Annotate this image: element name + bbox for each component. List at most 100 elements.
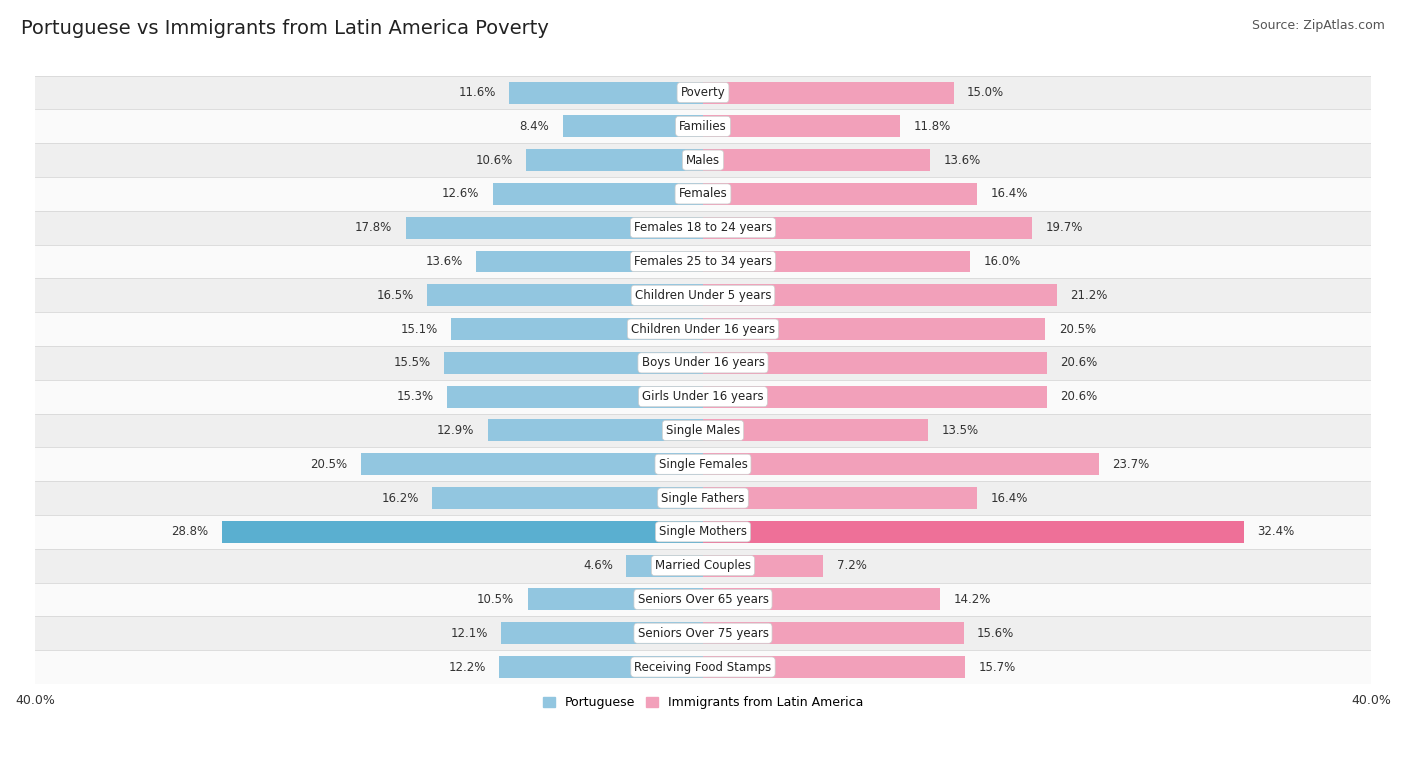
Bar: [406, 217, 703, 239]
Bar: [703, 487, 977, 509]
Bar: [475, 250, 703, 272]
Bar: [35, 447, 1371, 481]
Text: Single Females: Single Females: [658, 458, 748, 471]
Bar: [433, 487, 703, 509]
Text: Families: Families: [679, 120, 727, 133]
Bar: [703, 149, 931, 171]
Bar: [703, 453, 1099, 475]
Bar: [222, 521, 703, 543]
Bar: [35, 312, 1371, 346]
Text: 20.5%: 20.5%: [1059, 323, 1095, 336]
Bar: [501, 622, 703, 644]
Text: Seniors Over 75 years: Seniors Over 75 years: [637, 627, 769, 640]
Bar: [35, 211, 1371, 245]
Bar: [35, 245, 1371, 278]
Bar: [703, 318, 1046, 340]
Text: 16.5%: 16.5%: [377, 289, 413, 302]
Text: 12.9%: 12.9%: [437, 424, 474, 437]
Text: Females 18 to 24 years: Females 18 to 24 years: [634, 221, 772, 234]
Bar: [499, 656, 703, 678]
Bar: [451, 318, 703, 340]
Text: 4.6%: 4.6%: [583, 559, 613, 572]
Text: 13.5%: 13.5%: [942, 424, 979, 437]
Bar: [703, 656, 965, 678]
Bar: [703, 284, 1057, 306]
Bar: [703, 250, 970, 272]
Text: 16.4%: 16.4%: [990, 491, 1028, 505]
Bar: [427, 284, 703, 306]
Text: Source: ZipAtlas.com: Source: ZipAtlas.com: [1251, 19, 1385, 32]
Bar: [444, 352, 703, 374]
Bar: [703, 217, 1032, 239]
Bar: [703, 555, 824, 577]
Bar: [35, 346, 1371, 380]
Text: 16.2%: 16.2%: [381, 491, 419, 505]
Text: 7.2%: 7.2%: [837, 559, 866, 572]
Bar: [526, 149, 703, 171]
Bar: [509, 82, 703, 104]
Bar: [35, 616, 1371, 650]
Text: 20.6%: 20.6%: [1060, 390, 1098, 403]
Text: 23.7%: 23.7%: [1112, 458, 1150, 471]
Text: 13.6%: 13.6%: [425, 255, 463, 268]
Bar: [447, 386, 703, 408]
Text: 11.8%: 11.8%: [914, 120, 950, 133]
Bar: [35, 515, 1371, 549]
Bar: [35, 278, 1371, 312]
Bar: [35, 380, 1371, 414]
Text: 10.6%: 10.6%: [475, 154, 513, 167]
Text: Single Mothers: Single Mothers: [659, 525, 747, 538]
Text: 17.8%: 17.8%: [356, 221, 392, 234]
Text: 13.6%: 13.6%: [943, 154, 981, 167]
Bar: [626, 555, 703, 577]
Text: Receiving Food Stamps: Receiving Food Stamps: [634, 660, 772, 674]
Bar: [703, 521, 1244, 543]
Bar: [35, 414, 1371, 447]
Text: Single Males: Single Males: [666, 424, 740, 437]
Text: 10.5%: 10.5%: [477, 593, 515, 606]
Bar: [703, 622, 963, 644]
Text: Females 25 to 34 years: Females 25 to 34 years: [634, 255, 772, 268]
Bar: [562, 115, 703, 137]
Bar: [703, 419, 928, 441]
Bar: [703, 588, 941, 610]
Bar: [703, 82, 953, 104]
Legend: Portuguese, Immigrants from Latin America: Portuguese, Immigrants from Latin Americ…: [537, 691, 869, 714]
Bar: [35, 177, 1371, 211]
Text: 11.6%: 11.6%: [458, 86, 496, 99]
Text: 15.0%: 15.0%: [967, 86, 1004, 99]
Text: 19.7%: 19.7%: [1046, 221, 1083, 234]
Text: 15.6%: 15.6%: [977, 627, 1014, 640]
Text: Boys Under 16 years: Boys Under 16 years: [641, 356, 765, 369]
Text: Males: Males: [686, 154, 720, 167]
Text: Females: Females: [679, 187, 727, 200]
Text: 15.5%: 15.5%: [394, 356, 430, 369]
Text: Children Under 16 years: Children Under 16 years: [631, 323, 775, 336]
Text: 32.4%: 32.4%: [1257, 525, 1295, 538]
Text: 15.7%: 15.7%: [979, 660, 1015, 674]
Text: 16.4%: 16.4%: [990, 187, 1028, 200]
Text: 28.8%: 28.8%: [172, 525, 208, 538]
Text: 12.6%: 12.6%: [441, 187, 479, 200]
Text: 20.6%: 20.6%: [1060, 356, 1098, 369]
Text: Children Under 5 years: Children Under 5 years: [634, 289, 772, 302]
Text: 16.0%: 16.0%: [984, 255, 1021, 268]
Text: 12.2%: 12.2%: [449, 660, 486, 674]
Bar: [527, 588, 703, 610]
Text: 8.4%: 8.4%: [520, 120, 550, 133]
Bar: [703, 183, 977, 205]
Text: Single Fathers: Single Fathers: [661, 491, 745, 505]
Bar: [35, 481, 1371, 515]
Bar: [703, 386, 1047, 408]
Bar: [35, 549, 1371, 583]
Text: 20.5%: 20.5%: [311, 458, 347, 471]
Bar: [488, 419, 703, 441]
Bar: [35, 143, 1371, 177]
Bar: [703, 115, 900, 137]
Bar: [35, 583, 1371, 616]
Text: 15.3%: 15.3%: [396, 390, 434, 403]
Text: 21.2%: 21.2%: [1070, 289, 1108, 302]
Text: Seniors Over 65 years: Seniors Over 65 years: [637, 593, 769, 606]
Bar: [492, 183, 703, 205]
Bar: [703, 352, 1047, 374]
